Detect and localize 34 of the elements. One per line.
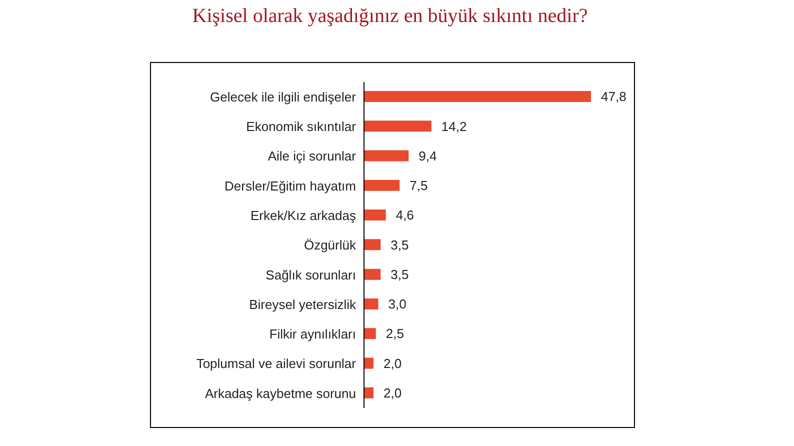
bar [364, 268, 381, 280]
bar [364, 387, 374, 398]
data-label: 2,0 [384, 385, 402, 400]
y-tick-label: Filkir aynılıkları [269, 326, 356, 342]
y-tick-label: Ekonomik sıkıntılar [246, 119, 357, 134]
chart-title: Kişisel olarak yaşadığınız en büyük sıkıntı nedir? [191, 4, 589, 29]
y-tick-label: Toplumsal ve ailevi sorunlar [196, 356, 357, 372]
y-tick-label: Erkek/Kız arkadaş [250, 208, 356, 223]
bar [364, 180, 400, 191]
bar [364, 91, 591, 102]
y-tick-label: Dersler/Eğitim hayatım [224, 178, 356, 194]
data-label: 3,0 [388, 296, 406, 312]
data-label: 3,5 [390, 237, 409, 252]
data-label: 47,8 [601, 89, 626, 104]
data-label: 4,6 [396, 208, 414, 223]
bar [364, 328, 376, 340]
y-tick-label: Özgürlük [304, 238, 356, 253]
y-tick-label: Sağlık sorunları [266, 267, 356, 282]
y-tick-label: Bireysel yetersizlik [249, 296, 356, 312]
bar [364, 120, 432, 132]
data-label: 9,4 [418, 148, 437, 164]
data-label: 2,0 [384, 356, 402, 371]
bar [364, 210, 386, 221]
y-tick-label: Arkadaş kaybetme sorunu [204, 386, 356, 401]
bar [364, 239, 381, 250]
data-label: 14,2 [441, 118, 467, 134]
data-label: 3,5 [390, 266, 409, 282]
bar [364, 298, 378, 310]
data-label: 7,5 [410, 178, 428, 194]
data-label: 2,5 [386, 326, 404, 342]
bar [364, 358, 374, 369]
y-tick-label: Gelecek ile ilgili endişeler [210, 89, 357, 104]
y-tick-label: Aile içi sorunlar [268, 148, 357, 164]
bar [364, 150, 409, 162]
